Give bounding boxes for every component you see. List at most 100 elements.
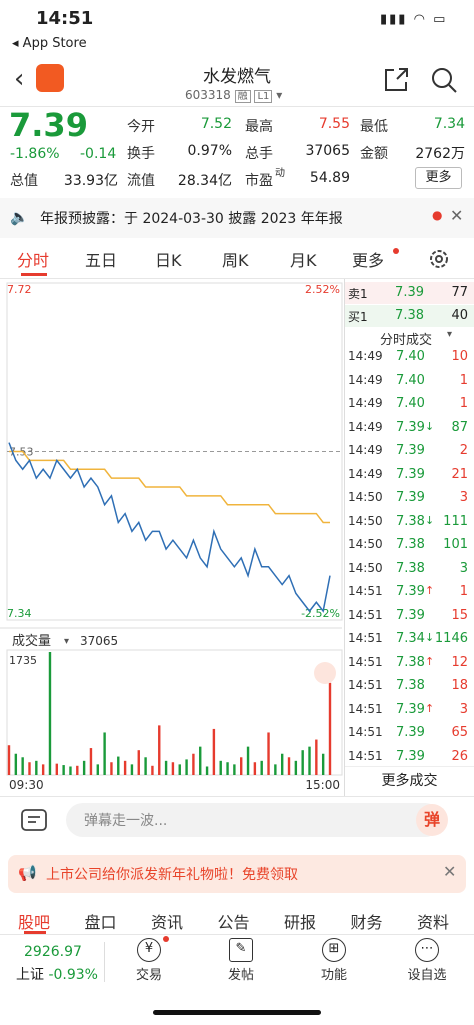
trade-price: 7.39	[396, 725, 425, 740]
nav-icon[interactable]: ⋯	[415, 938, 439, 962]
nav-icon[interactable]: ¥	[137, 938, 161, 962]
volume-total: 37065	[80, 634, 118, 648]
trade-arrow: ↓	[425, 631, 435, 644]
expand-icon	[314, 662, 336, 684]
trade-volume: 18	[451, 678, 468, 693]
volume-bar	[308, 746, 311, 775]
trade-arrow: ↑	[425, 701, 435, 715]
bottom-tab[interactable]: 公告	[217, 913, 250, 932]
nav-label[interactable]: 交易	[135, 968, 162, 983]
tab-underline	[21, 273, 47, 276]
nav-icon[interactable]: ⊞	[322, 938, 346, 962]
trades-title[interactable]: 分时成交	[380, 333, 433, 348]
bottom-tab[interactable]: 研报	[284, 913, 317, 932]
trade-price: 7.39	[396, 419, 425, 435]
volume-bar	[41, 764, 45, 775]
back-arrow[interactable]: ‹	[14, 64, 25, 94]
bottom-tab[interactable]: 盘口	[84, 913, 117, 932]
trade-price: 7.39	[396, 607, 425, 623]
tab[interactable]: 周K	[222, 251, 249, 270]
order-row	[345, 282, 474, 304]
code: 603318	[185, 88, 231, 102]
change-pct: -1.86%	[10, 146, 60, 162]
y-label: 7.72	[7, 283, 32, 296]
notice-icon: 🔈	[10, 208, 29, 226]
trade-volume: 3	[459, 701, 468, 717]
nav-icon[interactable]: ✎	[229, 938, 253, 962]
trade-volume: 1	[459, 396, 468, 411]
volume-bar	[89, 748, 93, 775]
status-icons: ▮▮▮ ◠ ▭	[380, 12, 448, 27]
tab[interactable]: 更多	[352, 251, 385, 270]
share-icon[interactable]	[382, 66, 410, 94]
trade-price: 7.38	[396, 537, 425, 552]
volume-bar	[151, 765, 154, 775]
stat-sup: 动	[275, 168, 285, 179]
tab[interactable]: 五日	[85, 251, 118, 270]
nav-label[interactable]: 功能	[320, 968, 347, 983]
tab[interactable]: 分时	[17, 251, 50, 270]
comment-input[interactable]	[66, 803, 442, 837]
notice-text[interactable]: 年报预披露：于 2024-03-30 披露 2023 年年报	[40, 211, 343, 227]
volume-max: 1735	[9, 654, 37, 667]
volume-bar	[117, 756, 120, 775]
notice-close[interactable]: ✕	[450, 206, 464, 225]
volume-bar	[144, 757, 147, 775]
time: 14:51	[36, 8, 94, 29]
nav-dot	[163, 936, 169, 942]
trade-time: 14:51	[348, 607, 383, 622]
volume-bar	[96, 764, 99, 775]
settings-icon[interactable]	[428, 248, 450, 270]
trade-time: 14:51	[348, 725, 383, 739]
stat-label: 流值	[127, 173, 155, 189]
stock-code: 603318 融 L1 ▾	[185, 88, 283, 103]
order-volume: 40	[451, 308, 468, 323]
volume-bar	[212, 728, 216, 775]
stat-label: 市盈	[245, 173, 273, 189]
bottom-tab[interactable]: 资讯	[151, 913, 184, 932]
stat-value: 2762万	[415, 146, 465, 162]
back-app[interactable]: ◂ App Store	[12, 36, 87, 51]
nav-label[interactable]: 发帖	[227, 968, 254, 983]
trade-arrow: ↓	[425, 419, 435, 433]
volume-bar	[82, 760, 86, 775]
tab[interactable]: 月K	[290, 251, 317, 270]
trade-volume: 1146	[434, 631, 468, 646]
volume-bar	[294, 760, 298, 775]
danmaku-button[interactable]: 弹	[416, 804, 448, 836]
more-button[interactable]: 更多	[415, 167, 462, 189]
volume-bar	[240, 757, 243, 775]
volume-bar	[103, 732, 106, 775]
trade-time: 14:51	[348, 701, 383, 716]
trade-volume: 3	[459, 490, 468, 505]
volume-caret: ▾	[64, 636, 69, 647]
order-price: 7.39	[395, 285, 424, 300]
trade-price: 7.39	[396, 466, 425, 482]
price-line	[8, 442, 331, 613]
stat-label: 金额	[360, 146, 388, 162]
notice-bar	[0, 198, 474, 238]
trade-price: 7.39	[396, 490, 425, 505]
bottom-tab[interactable]: 资料	[417, 913, 450, 932]
bottom-tab[interactable]: 财务	[350, 913, 383, 932]
trade-volume: 65	[451, 725, 468, 740]
danmaku-icon[interactable]	[20, 808, 48, 834]
banner[interactable]	[8, 855, 466, 893]
nav-label[interactable]: 设自选	[407, 968, 447, 983]
tab[interactable]: 日K	[155, 251, 182, 270]
trade-volume: 12	[451, 654, 468, 670]
search-icon[interactable]	[430, 66, 458, 94]
volume-bar	[35, 760, 38, 775]
bottom-tab[interactable]: 股吧	[18, 913, 51, 932]
volume-bar	[123, 760, 127, 775]
trades-more[interactable]: 更多成交	[345, 766, 474, 796]
volume-bar	[219, 760, 222, 775]
stat-value: 7.52	[200, 116, 232, 132]
volume-bar	[185, 759, 188, 775]
banner-close[interactable]: ✕	[443, 862, 457, 881]
volume-bar	[178, 764, 181, 775]
volume-bar	[21, 757, 24, 775]
volume-bar	[7, 745, 11, 775]
divider	[0, 796, 474, 797]
volume-bar	[205, 766, 209, 775]
